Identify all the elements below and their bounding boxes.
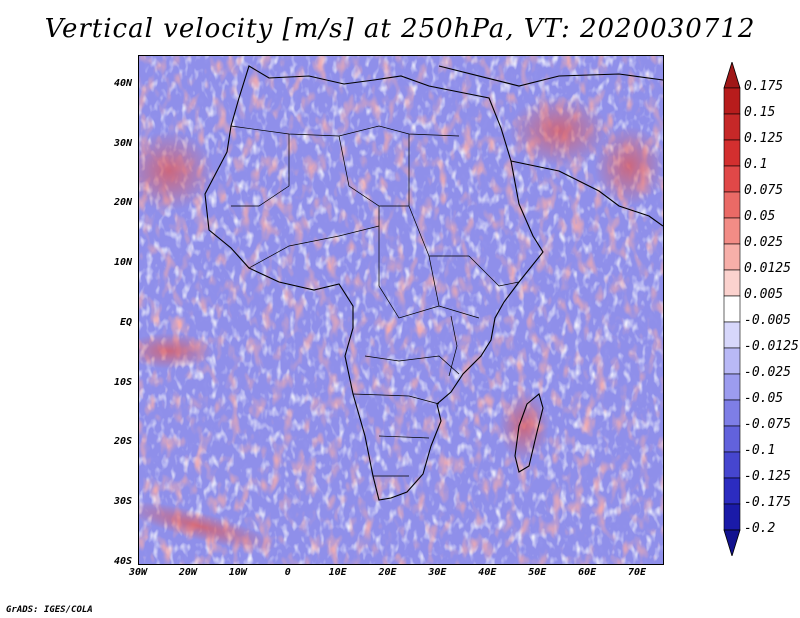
colorbar-swatch xyxy=(723,217,741,245)
lat-tick-label: 20S xyxy=(113,436,132,448)
lon-tick-label: 30W xyxy=(128,567,148,578)
footer-credit: GrADS: IGES/COLA xyxy=(6,605,93,615)
colorbar-swatch xyxy=(723,425,741,453)
lat-tick-label: 40S xyxy=(113,556,132,567)
colorbar-swatch xyxy=(723,451,741,479)
colorbar-bottom-arrow xyxy=(723,529,741,556)
lat-tick-label: 30S xyxy=(113,496,132,508)
colorbar-label: 0.0125 xyxy=(744,261,791,276)
colorbar-swatch xyxy=(723,243,741,271)
colorbar-label: 0.175 xyxy=(744,79,784,94)
colorbar-label: -0.0125 xyxy=(744,339,799,354)
lat-tick-label: 10S xyxy=(113,376,132,388)
colorbar-label: 0.075 xyxy=(744,183,784,198)
country-borders xyxy=(230,125,520,477)
lon-tick-label: 20W xyxy=(178,567,197,578)
colorbar-top-arrow xyxy=(723,62,741,89)
colorbar-swatch xyxy=(723,269,741,297)
colorbar-swatch xyxy=(723,347,741,375)
lat-tick-label: EQ xyxy=(119,316,132,328)
lon-tick-label: 70E xyxy=(628,567,647,578)
lon-tick-label: 0 xyxy=(284,567,291,578)
colorbar-label: -0.005 xyxy=(744,313,791,328)
lon-tick-label: 20E xyxy=(378,567,397,578)
colorbar-label: -0.175 xyxy=(744,495,791,510)
colorbar-swatch xyxy=(723,139,741,167)
colorbar-label: 0.005 xyxy=(744,287,784,302)
colorbar-swatch xyxy=(723,373,741,401)
map-plot-area xyxy=(138,55,664,565)
colorbar-label: 0.025 xyxy=(744,235,784,250)
colorbar-label: -0.2 xyxy=(744,521,776,536)
lon-tick-label: 30E xyxy=(428,567,447,578)
lat-tick-label: 20N xyxy=(113,197,132,209)
lat-tick-label: 30N xyxy=(113,137,132,149)
colorbar-label: -0.125 xyxy=(744,469,791,484)
lon-tick-label: 50E xyxy=(528,567,547,578)
colorbar-label: 0.15 xyxy=(744,105,776,120)
colorbar-swatch xyxy=(723,87,741,115)
colorbar-label: 0.05 xyxy=(744,209,776,224)
colorbar-swatch xyxy=(723,295,741,323)
colorbar-label: -0.075 xyxy=(744,417,791,432)
colorbar-swatch xyxy=(723,165,741,193)
colorbar-label: -0.05 xyxy=(744,391,784,406)
colorbar-label: 0.125 xyxy=(744,131,784,146)
plot-title: Vertical velocity [m/s] at 250hPa, VT: 2… xyxy=(44,14,756,44)
lon-tick-label: 60E xyxy=(578,567,597,578)
colorbar-swatch xyxy=(723,113,741,141)
colorbar-label: -0.1 xyxy=(744,443,776,458)
colorbar-label: 0.1 xyxy=(744,157,768,172)
vertical-velocity-field xyxy=(139,56,663,564)
colorbar-swatch xyxy=(723,503,741,531)
colorbar-swatch xyxy=(723,399,741,427)
colorbar xyxy=(723,62,741,556)
coastline xyxy=(204,65,663,501)
lon-tick-label: 40E xyxy=(478,567,497,578)
colorbar-swatch xyxy=(723,191,741,219)
colorbar-label: -0.025 xyxy=(744,365,791,380)
lat-tick-label: 40N xyxy=(113,77,132,89)
lon-tick-label: 10E xyxy=(328,567,347,578)
colorbar-swatch xyxy=(723,321,741,349)
lon-tick-label: 10W xyxy=(228,567,247,578)
lat-tick-label: 10N xyxy=(113,257,132,269)
colorbar-swatch xyxy=(723,477,741,505)
